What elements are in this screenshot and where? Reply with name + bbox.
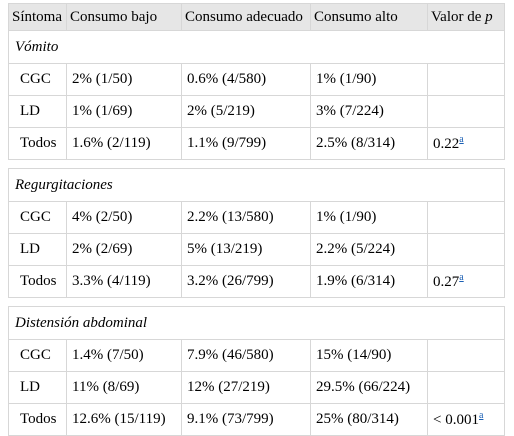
cell-consumo-adecuado: 7.9% (46/580) [181,339,311,372]
footnote-link[interactable]: a [459,134,464,145]
cell-consumo-adecuado: 3.2% (26/799) [181,265,311,298]
footnote-link[interactable]: a [478,410,484,421]
cell-valor-p [427,371,505,404]
p-value: 0.22 [433,136,460,152]
table-row: Todos 3.3% (4/119) 3.2% (26/799) 1.9% (6/31… [8,265,505,298]
cell-consumo-alto: 3% (7/224) [310,95,428,128]
cell-consumo-alto: 29.5% (66/224) [310,371,428,404]
cell-consumo-adecuado: 0.6% (4/580) [181,63,311,96]
cell-sintoma: CGC [8,201,67,234]
cell-consumo-adecuado: 1.1% (9/799) [181,127,311,160]
group-title: Vómito [8,30,505,64]
cell-consumo-bajo: 2% (1/50) [66,63,182,96]
table-row: CGC 1.4% (7/50) 7.9% (46/580) 15% (14/90) [8,339,505,372]
cell-sintoma: CGC [8,339,67,372]
cell-consumo-bajo: 1.6% (2/119) [66,127,182,160]
cell-consumo-adecuado: 12% (27/219) [181,371,311,404]
cell-consumo-bajo: 11% (8/69) [66,371,182,404]
cell-valor-p [427,339,505,372]
cell-consumo-alto: 25% (80/314) [310,403,428,436]
table-row: CGC 4% (2/50) 2.2% (13/580) 1% (1/90) [8,201,505,234]
cell-valor-p: < 0.001a [427,403,505,436]
table-row: LD 1% (1/69) 2% (5/219) 3% (7/224) [8,95,505,128]
cell-consumo-alto: 1.9% (6/314) [310,265,428,298]
cell-consumo-bajo: 12.6% (15/119) [66,403,182,436]
footnote-link[interactable]: a [459,272,464,283]
group-spacer [8,297,505,307]
cell-consumo-bajo: 1.4% (7/50) [66,339,182,372]
group-row: Distensión abdominal [8,306,505,340]
header-valor-p-var: p [485,8,493,25]
cell-sintoma: LD [8,233,67,266]
table-row: LD 2% (2/69) 5% (13/219) 2.2% (5/224) [8,233,505,266]
cell-sintoma: Todos [8,403,67,436]
cell-valor-p: 0.22a [427,127,505,160]
group-title: Distensión abdominal [8,306,505,340]
table-row: CGC 2% (1/50) 0.6% (4/580) 1% (1/90) [8,63,505,96]
cell-consumo-alto: 15% (14/90) [310,339,428,372]
cell-consumo-adecuado: 2% (5/219) [181,95,311,128]
header-sintoma: Síntoma [8,3,67,31]
group-spacer [8,159,505,169]
table-row: LD 11% (8/69) 12% (27/219) 29.5% (66/224) [8,371,505,404]
cell-valor-p [427,201,505,234]
header-consumo-alto: Consumo alto [310,3,428,31]
group-title: Regurgitaciones [8,168,505,202]
header-consumo-adecuado: Consumo adecuado [181,3,311,31]
cell-valor-p [427,233,505,266]
group-row: Vómito [8,30,505,64]
table-row: Todos 12.6% (15/119) 9.1% (73/799) 25% (80/… [8,403,505,436]
p-value: < 0.001 [433,412,479,428]
cell-consumo-adecuado: 9.1% (73/799) [181,403,311,436]
cell-consumo-alto: 1% (1/90) [310,201,428,234]
cell-consumo-bajo: 1% (1/69) [66,95,182,128]
header-valor-p: Valor de p [427,3,505,31]
cell-sintoma: Todos [8,265,67,298]
cell-consumo-alto: 1% (1/90) [310,63,428,96]
cell-consumo-bajo: 2% (2/69) [66,233,182,266]
table-row: Todos 1.6% (2/119) 1.1% (9/799) 2.5% (8/314… [8,127,505,160]
cell-sintoma: LD [8,95,67,128]
footnote-marker: a [459,272,463,283]
cell-consumo-bajo: 3.3% (4/119) [66,265,182,298]
footnote-marker: a [479,410,483,421]
cell-sintoma: Todos [8,127,67,160]
header-consumo-bajo: Consumo bajo [66,3,182,31]
group-row: Regurgitaciones [8,168,505,202]
cell-valor-p [427,95,505,128]
cell-valor-p: 0.27a [427,265,505,298]
cell-consumo-alto: 2.5% (8/314) [310,127,428,160]
cell-consumo-alto: 2.2% (5/224) [310,233,428,266]
cell-consumo-adecuado: 2.2% (13/580) [181,201,311,234]
header-row: Síntoma Consumo bajo Consumo adecuado Co… [8,3,505,31]
footnote-marker: a [459,134,463,145]
spacer-cell [8,159,505,169]
cell-sintoma: CGC [8,63,67,96]
cell-consumo-adecuado: 5% (13/219) [181,233,311,266]
cell-sintoma: LD [8,371,67,404]
spacer-cell [8,297,505,307]
header-valor-p-prefix: Valor de [431,8,486,25]
cell-valor-p [427,63,505,96]
symptom-table: Síntoma Consumo bajo Consumo adecuado Co… [8,3,505,436]
p-value: 0.27 [433,274,460,290]
cell-consumo-bajo: 4% (2/50) [66,201,182,234]
